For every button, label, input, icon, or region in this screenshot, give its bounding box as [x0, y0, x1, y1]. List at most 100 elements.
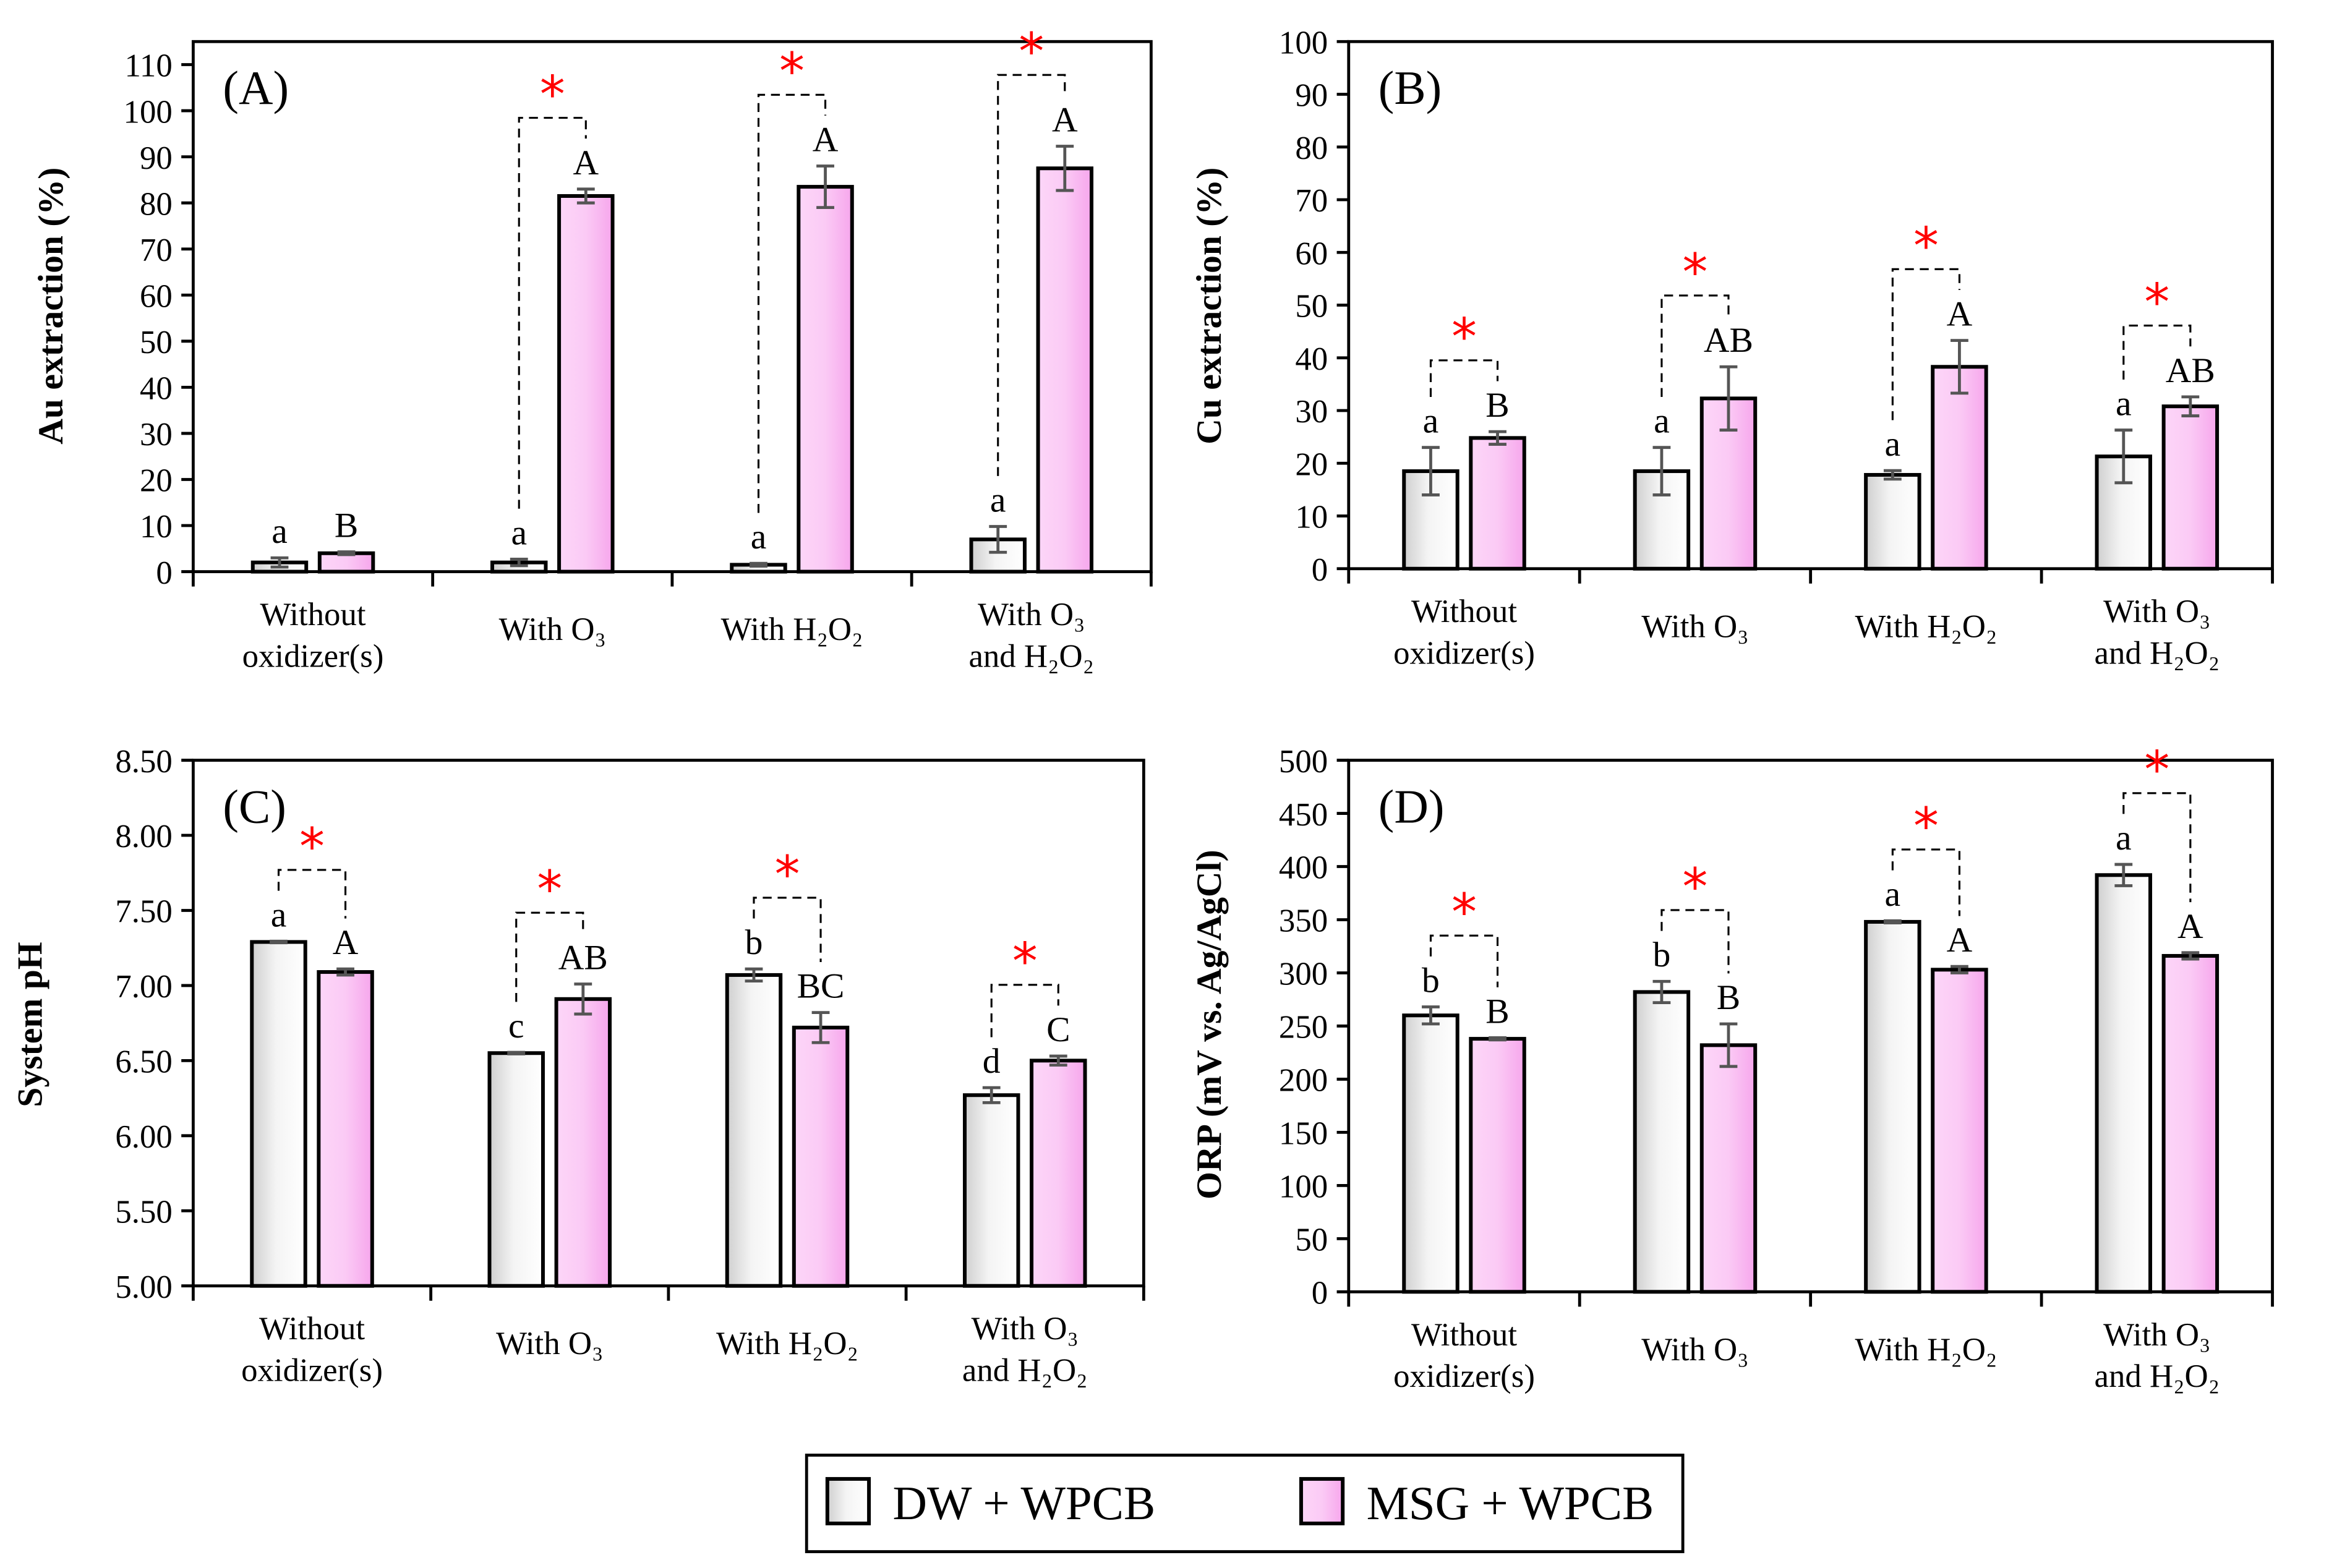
- y-tick-label: 20: [140, 463, 173, 499]
- x-category-label: oxidizer(s): [242, 638, 384, 674]
- bar-dw-wpcb: [1633, 990, 1691, 1294]
- x-category-label: With H₂O₂: [1855, 1332, 1997, 1368]
- bar-msg-wpcb: [1699, 1043, 1758, 1294]
- significance-star: *: [2144, 273, 2169, 332]
- x-category-label: and H₂O₂: [2095, 635, 2220, 671]
- significance-star: *: [537, 861, 562, 919]
- y-tick-label: 20: [1295, 446, 1328, 482]
- legend-box: [805, 1454, 1685, 1553]
- x-category-label: With H₂O₂: [716, 1326, 858, 1361]
- bar-dw-wpcb: [1864, 919, 1921, 1294]
- y-tick-label: 0: [1312, 1276, 1328, 1311]
- y-tick-label: 50: [140, 325, 173, 360]
- x-category-label: Without: [259, 1311, 365, 1347]
- x-category-label: With O₃: [1641, 1332, 1748, 1368]
- significance-bracket: [1660, 909, 1730, 974]
- y-tick-label: 80: [1295, 130, 1328, 166]
- significance-letter: a: [271, 512, 288, 551]
- panel-c: 5.00 5.50 6.00 6.50 7.00 7.50 8.00 8.50 System p…: [11, 744, 1145, 1388]
- significance-letter: A: [813, 121, 839, 160]
- significance-bracket: [1891, 268, 1960, 420]
- bar-msg-wpcb: [1469, 1037, 1526, 1294]
- panel-d: 0 50 100 150 200 250 300 350 400 450 500 ORP (mV vs…: [1190, 741, 2274, 1394]
- panel-label: (B): [1378, 62, 1442, 114]
- y-tick-label: 500: [1279, 744, 1328, 780]
- bar-msg-wpcb: [1036, 166, 1094, 574]
- y-tick-label: 50: [1295, 289, 1328, 325]
- significance-star: *: [1913, 797, 1939, 856]
- significance-letter: A: [1947, 295, 1973, 334]
- legend-swatch-dw: [825, 1476, 871, 1525]
- significance-letter: A: [2177, 907, 2203, 946]
- x-category-label: Without: [1411, 1317, 1517, 1353]
- significance-letter: a: [271, 895, 287, 934]
- significance-bracket: [277, 869, 347, 919]
- significance-letter: a: [990, 481, 1006, 520]
- significance-letter: d: [983, 1042, 1001, 1081]
- significance-star: *: [779, 43, 805, 101]
- y-tick-label: 8.00: [115, 819, 172, 854]
- x-category-label: oxidizer(s): [1393, 1358, 1535, 1394]
- x-category-label: With H₂O₂: [1855, 608, 1997, 644]
- y-tick-label: 350: [1279, 903, 1328, 939]
- bar-msg-wpcb: [2161, 404, 2220, 571]
- significance-bracket: [997, 74, 1066, 476]
- bar-dw-wpcb: [250, 940, 307, 1288]
- x-category-label: With O₃: [499, 611, 606, 647]
- y-tick-label: 7.50: [115, 894, 172, 930]
- y-tick-label: 10: [140, 509, 173, 545]
- x-category-label: With O₃: [2103, 1317, 2210, 1353]
- significance-letter: B: [1717, 978, 1740, 1017]
- y-tick-label: 100: [1279, 1169, 1328, 1205]
- significance-letter: B: [1485, 992, 1509, 1031]
- legend-label-msg: MSG + WPCB: [1367, 1477, 1654, 1530]
- y-axis-title: System pH: [11, 942, 49, 1107]
- y-tick-label: 30: [140, 417, 173, 453]
- y-tick-label: 100: [124, 94, 173, 130]
- significance-letter: b: [1422, 961, 1440, 1000]
- legend-label-dw: DW + WPCB: [893, 1477, 1156, 1530]
- y-axis-title: ORP (mV vs. Ag/AgCl): [1190, 850, 1229, 1199]
- y-tick-label: 60: [1295, 236, 1328, 271]
- significance-star: *: [1019, 23, 1044, 82]
- bar-dw-wpcb: [1864, 473, 1921, 571]
- y-tick-label: 300: [1279, 957, 1328, 992]
- significance-star: *: [2144, 741, 2169, 799]
- bar-dw-wpcb: [969, 537, 1027, 574]
- y-tick-label: 90: [140, 140, 173, 176]
- significance-letter: a: [511, 513, 527, 552]
- y-tick-label: 40: [140, 371, 173, 407]
- x-category-label: With O₃: [978, 597, 1085, 633]
- y-tick-label: 200: [1279, 1063, 1328, 1099]
- y-tick-label: 100: [1279, 25, 1328, 61]
- significance-letter: b: [745, 923, 763, 962]
- y-tick-label: 5.00: [115, 1269, 172, 1305]
- bar-msg-wpcb: [1931, 968, 1988, 1294]
- y-tick-label: 40: [1295, 341, 1328, 377]
- significance-letter: a: [751, 518, 767, 556]
- y-tick-label: 70: [1295, 183, 1328, 219]
- panel-b: 0 10 20 30 40 50 60 70 80 90 100 Cu extraction (%) (…: [1190, 25, 2274, 671]
- y-tick-label: 50: [1295, 1222, 1328, 1258]
- significance-letter: AB: [1704, 321, 1753, 360]
- significance-bracket: [1429, 934, 1499, 987]
- x-category-label: and H₂O₂: [962, 1352, 1088, 1388]
- y-tick-label: 70: [140, 232, 173, 268]
- x-category-label: and H₂O₂: [968, 638, 1094, 674]
- bar-msg-wpcb: [557, 194, 615, 574]
- significance-star: *: [540, 66, 565, 124]
- y-tick-label: 0: [1312, 552, 1328, 588]
- significance-letter: A: [333, 923, 359, 962]
- y-axis-title: Au extraction (%): [32, 168, 71, 445]
- y-tick-label: 400: [1279, 850, 1328, 886]
- x-category-label: oxidizer(s): [241, 1352, 383, 1388]
- bar-dw-wpcb: [962, 1093, 1020, 1288]
- significance-bracket: [2122, 792, 2192, 903]
- significance-letter: C: [1046, 1010, 1070, 1049]
- legend-swatch-msg: [1299, 1476, 1345, 1525]
- y-tick-label: 6.50: [115, 1044, 172, 1080]
- significance-letter: AB: [558, 938, 608, 977]
- y-tick-label: 90: [1295, 78, 1328, 114]
- significance-letter: c: [508, 1007, 524, 1046]
